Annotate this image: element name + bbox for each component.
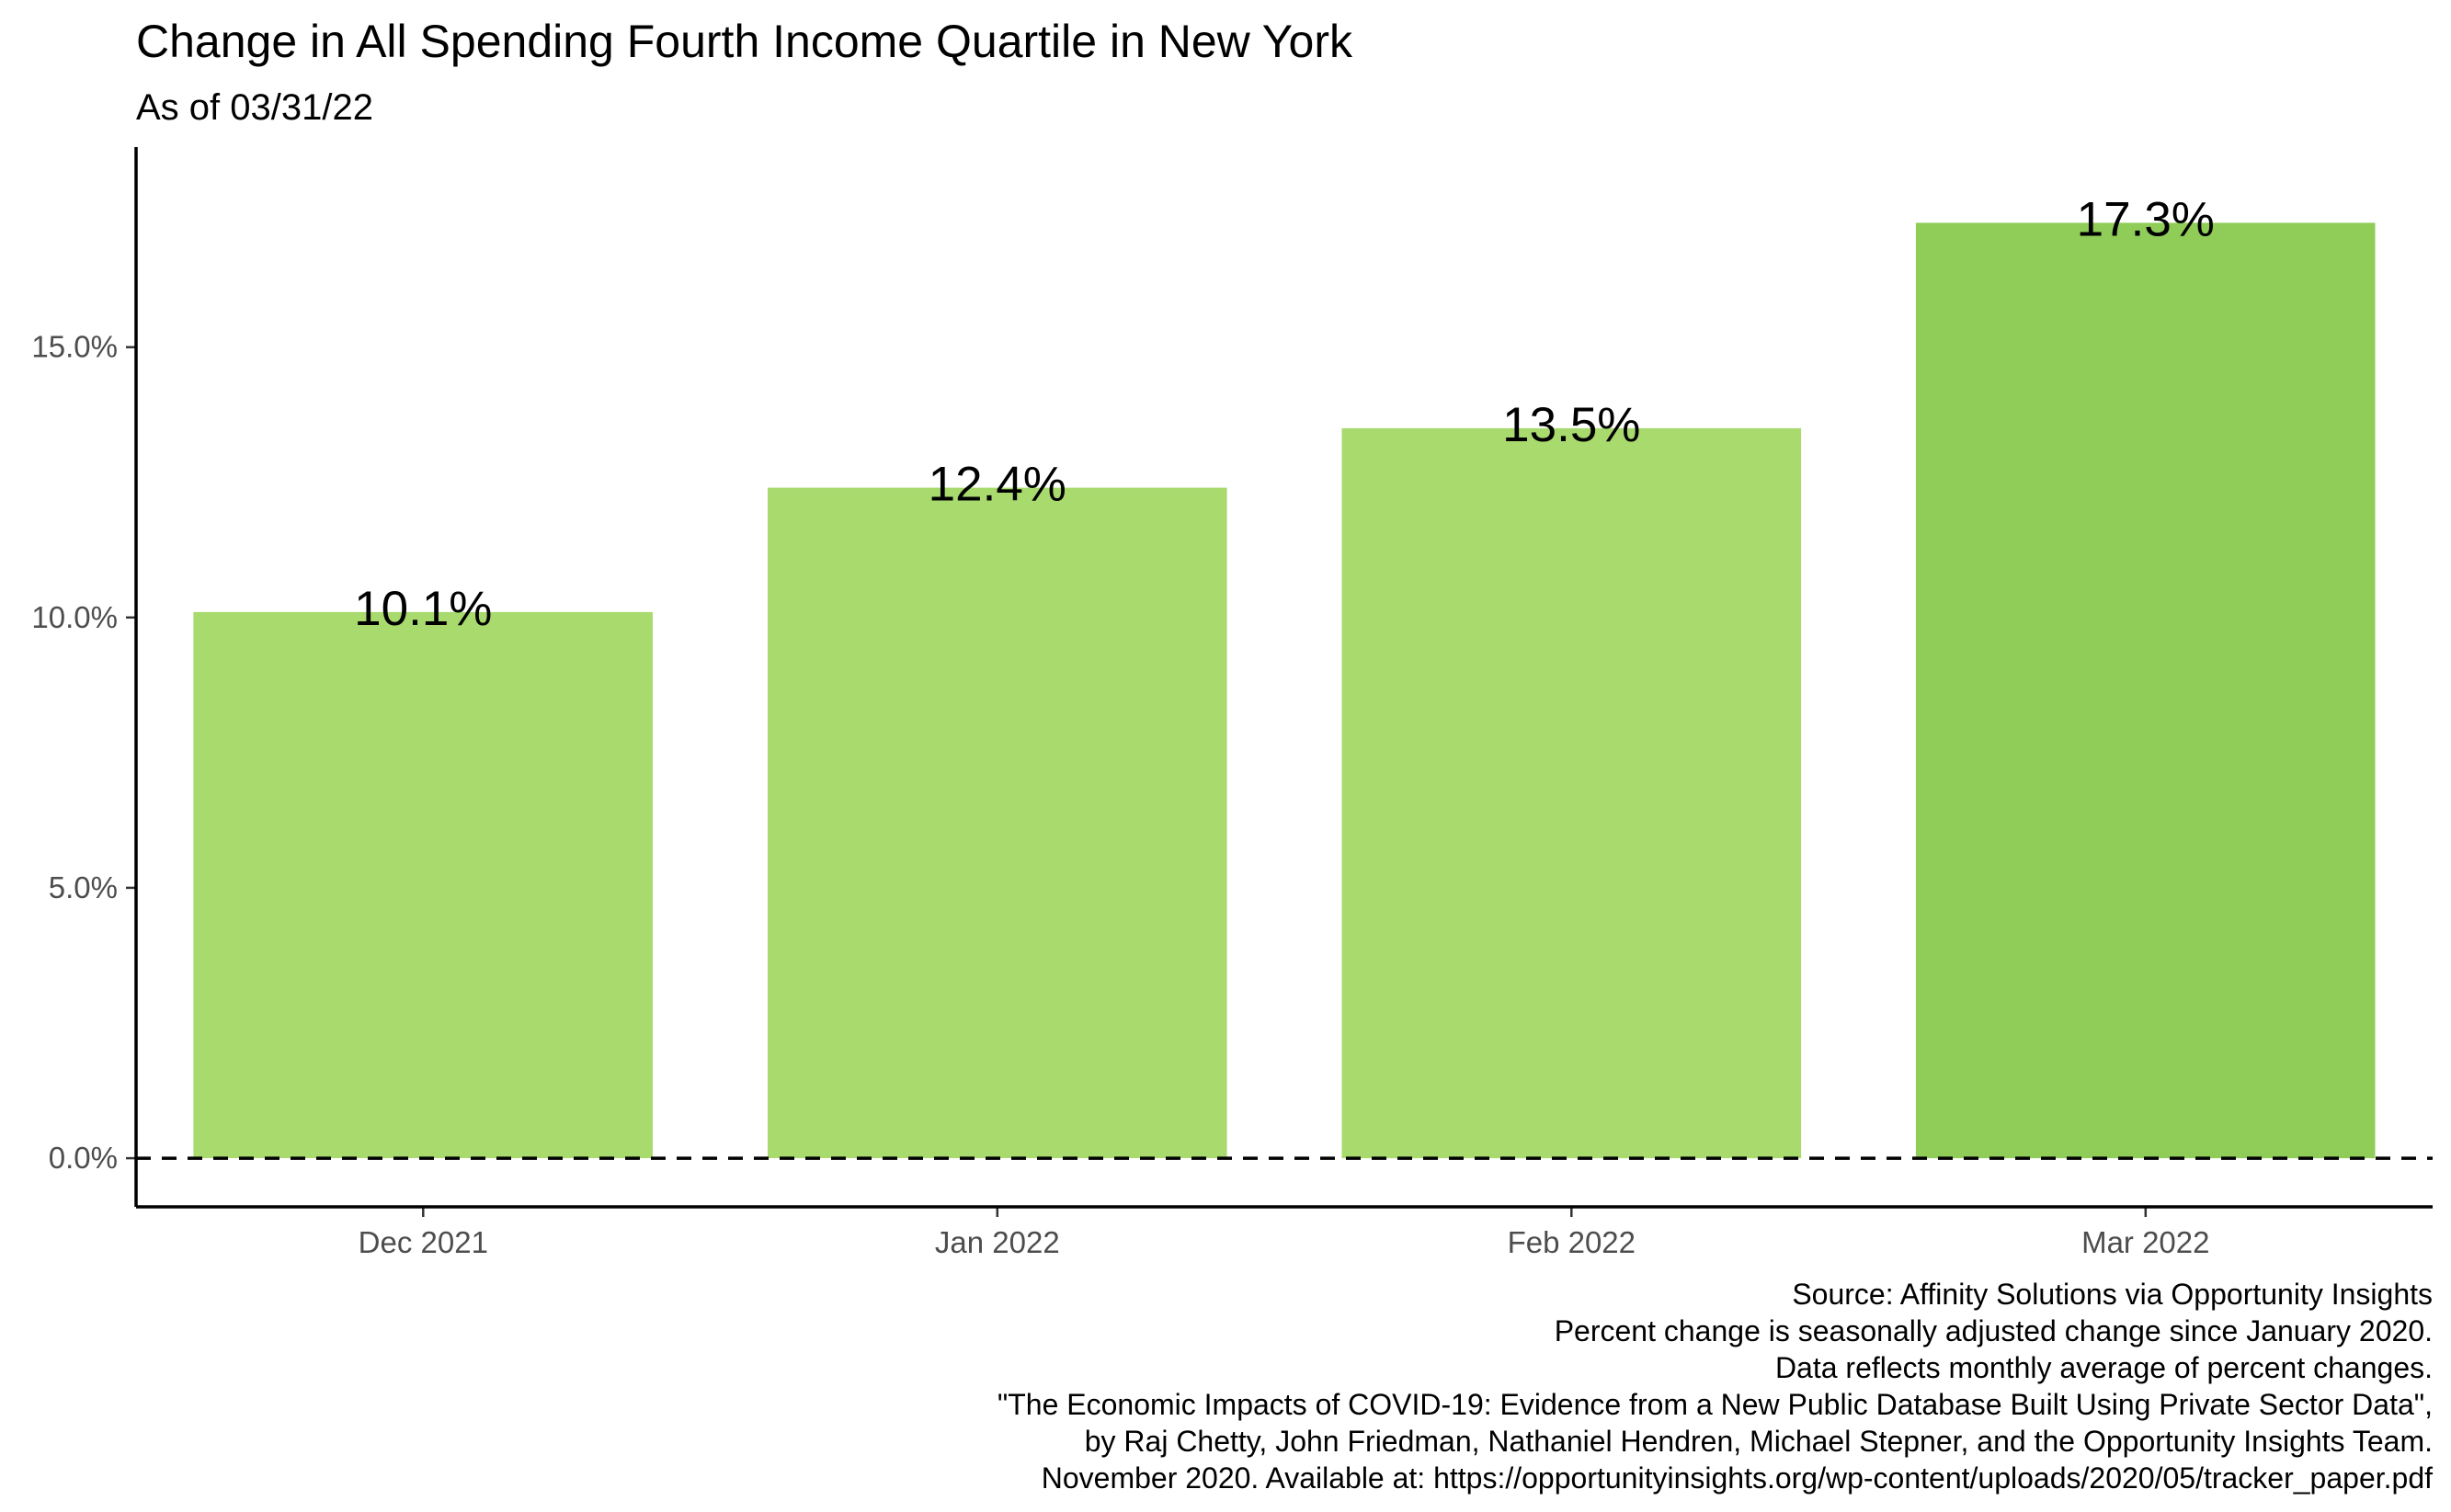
caption-line: by Raj Chetty, John Friedman, Nathaniel … xyxy=(1085,1425,2433,1458)
bar xyxy=(1915,222,2376,1159)
y-tick-label: 10.0% xyxy=(31,600,118,634)
chart-subtitle: As of 03/31/22 xyxy=(136,87,373,128)
chart-title: Change in All Spending Fourth Income Qua… xyxy=(136,16,1353,67)
data-label: 17.3% xyxy=(2077,192,2215,246)
bar xyxy=(193,611,653,1158)
x-tick-label: Jan 2022 xyxy=(935,1225,1060,1259)
y-tick-label: 0.0% xyxy=(49,1141,118,1175)
caption-line: November 2020. Available at: https://opp… xyxy=(1042,1461,2433,1495)
chart-caption: Source: Affinity Solutions via Opportuni… xyxy=(998,1278,2433,1495)
plot-area: 10.1% Dec 2021 12.4% Jan 2022 13.5% Feb 2022 1… xyxy=(31,147,2433,1259)
caption-line: "The Economic Impacts of COVID-19: Evide… xyxy=(998,1388,2433,1421)
x-tick-label: Mar 2022 xyxy=(2081,1225,2209,1259)
data-label: 10.1% xyxy=(354,582,492,636)
caption-line: Data reflects monthly average of percent… xyxy=(1775,1351,2433,1384)
y-tick-label: 15.0% xyxy=(31,330,118,364)
bar xyxy=(768,487,1227,1158)
bar xyxy=(1341,427,1802,1159)
data-label: 13.5% xyxy=(1502,398,1640,452)
caption-line: Source: Affinity Solutions via Opportuni… xyxy=(1792,1278,2433,1311)
y-tick-label: 5.0% xyxy=(49,870,118,904)
x-tick-label: Dec 2021 xyxy=(359,1225,488,1259)
caption-line: Percent change is seasonally adjusted ch… xyxy=(1555,1314,2433,1347)
x-tick-label: Feb 2022 xyxy=(1508,1225,1636,1259)
data-label: 12.4% xyxy=(929,458,1066,512)
